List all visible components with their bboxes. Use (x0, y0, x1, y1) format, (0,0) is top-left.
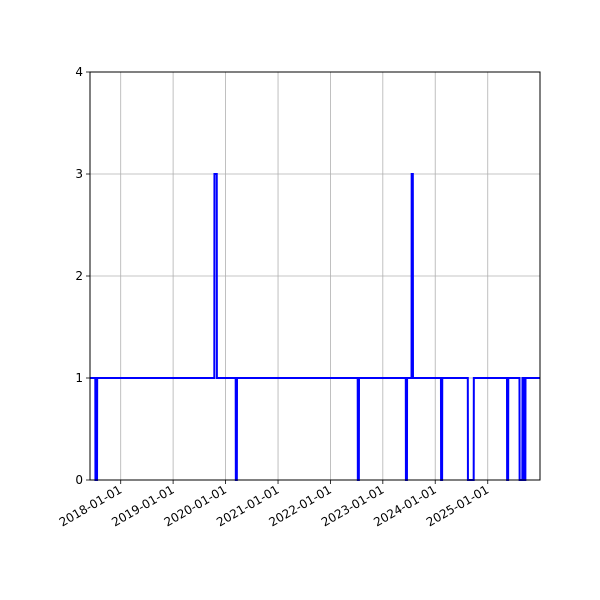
grid (90, 71, 540, 481)
y-tick-label: 3 (75, 167, 83, 181)
y-axis: 0 1 2 3 4 (75, 65, 90, 487)
x-axis: 2018-01-012019-01-012020-01-012021-01-01… (57, 480, 491, 529)
y-tick-label: 0 (75, 473, 83, 487)
series (90, 173, 540, 481)
series-line-0 (90, 173, 540, 481)
y-tick-label: 1 (75, 371, 83, 385)
y-tick-label: 2 (75, 269, 83, 283)
y-tick-label: 4 (75, 65, 83, 79)
